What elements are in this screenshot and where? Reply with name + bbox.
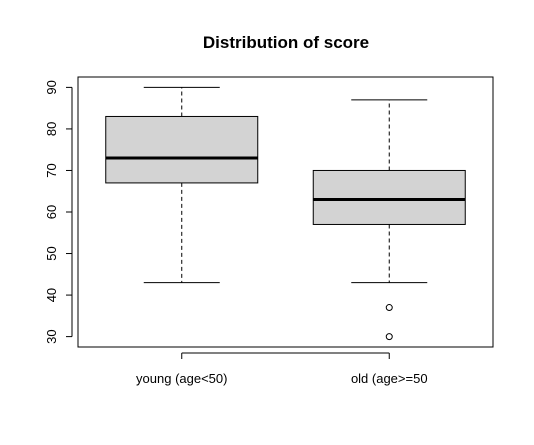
plot-frame [77, 76, 494, 348]
y-tick-label: 60 [44, 205, 59, 219]
boxes-group [105, 86, 466, 341]
box-2 [312, 99, 466, 341]
chart-title: Distribution of score [203, 33, 369, 52]
x-tick-label: old (age>=50 [351, 371, 428, 386]
y-tick-label: 70 [44, 163, 59, 177]
y-tick-label: 40 [44, 288, 59, 302]
y-axis: 30 40 50 60 70 80 90 [44, 80, 73, 344]
x-axis: young (age<50) old (age>=50 [136, 352, 428, 386]
outlier-point [385, 304, 393, 312]
iqr-box [312, 169, 466, 225]
iqr-box [105, 115, 259, 184]
x-tick-label: young (age<50) [136, 371, 227, 386]
y-tick-label: 90 [44, 80, 59, 94]
y-tick-label: 80 [44, 122, 59, 136]
outlier-point [385, 333, 393, 341]
box-1 [105, 86, 259, 284]
y-tick-label: 30 [44, 329, 59, 343]
y-tick-label: 50 [44, 246, 59, 260]
